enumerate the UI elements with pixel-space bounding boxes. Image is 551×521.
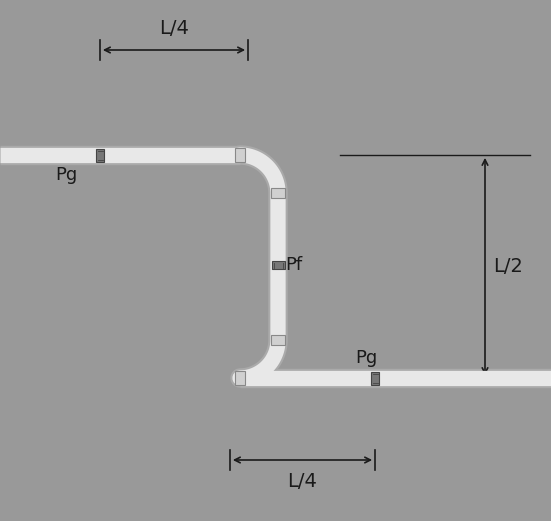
Text: Pg: Pg: [55, 166, 77, 184]
Bar: [272, 261, 284, 269]
Text: L/4: L/4: [159, 19, 189, 38]
Bar: [235, 148, 245, 162]
Text: L/2: L/2: [493, 256, 523, 276]
Bar: [271, 188, 285, 198]
Bar: [271, 335, 285, 345]
Text: Pf: Pf: [285, 256, 302, 274]
Text: L/4: L/4: [288, 472, 317, 491]
Text: Pg: Pg: [355, 349, 377, 367]
Bar: [371, 371, 379, 384]
Bar: [96, 148, 104, 162]
Bar: [235, 371, 245, 385]
